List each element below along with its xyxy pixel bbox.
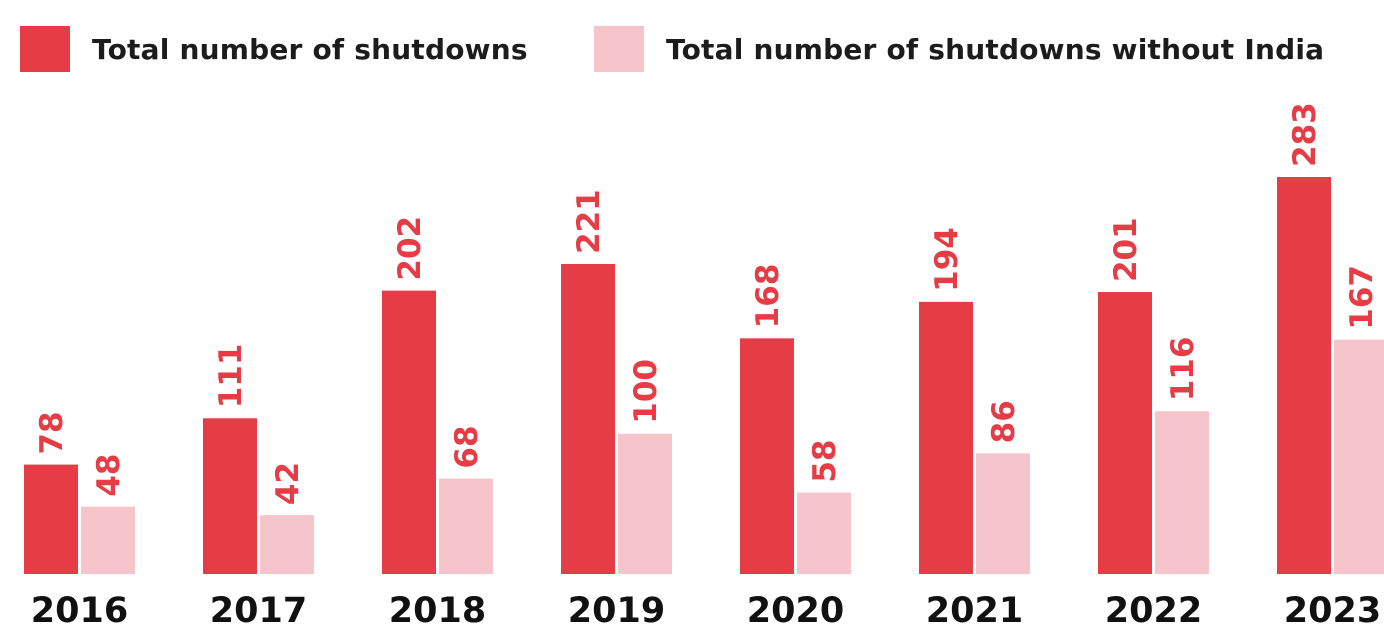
bar-2017-series-0 <box>203 418 257 574</box>
legend-label-total: Total number of shutdowns <box>92 32 528 66</box>
bar-2016-series-0 <box>24 464 78 574</box>
bar-2021-series-1 <box>976 453 1030 574</box>
legend-swatch-total <box>20 26 70 72</box>
value-label-2020-series-0: 168 <box>750 264 786 329</box>
bar-2019-series-0 <box>561 263 615 574</box>
value-label-2022-series-0: 201 <box>1108 217 1144 282</box>
value-label-2022-series-1: 116 <box>1165 337 1201 402</box>
bar-2017-series-1 <box>260 515 314 574</box>
value-labels-layer: 78 48 111 42 202 68 221 100 168 58 194 86 201 116 283 1… <box>34 102 1380 505</box>
value-label-2020-series-1: 58 <box>807 439 843 482</box>
x-tick-label-2019: 2019 <box>568 591 665 629</box>
x-tick-label-2018: 2018 <box>389 591 486 629</box>
x-tick-label-2020: 2020 <box>747 591 844 629</box>
value-label-2016-series-0: 78 <box>34 411 70 454</box>
value-label-2021-series-0: 194 <box>929 227 965 292</box>
value-label-2021-series-1: 86 <box>986 400 1022 443</box>
x-tick-labels-layer: 2016 2017 2018 2019 2020 2021 2022 2023 <box>31 591 1381 629</box>
legend-label-without-india: Total number of shutdowns without India <box>666 32 1325 66</box>
bar-2021-series-0 <box>919 301 973 574</box>
bar-2018-series-0 <box>382 290 436 574</box>
x-tick-label-2021: 2021 <box>926 591 1023 629</box>
x-tick-label-2017: 2017 <box>210 591 307 629</box>
bar-2018-series-1 <box>439 478 493 574</box>
bar-2023-series-1 <box>1334 339 1384 574</box>
bar-2020-series-1 <box>797 492 851 574</box>
chart-legend: Total number of shutdowns Total number o… <box>0 0 1384 90</box>
bar-2016-series-1 <box>81 506 135 574</box>
x-tick-label-2016: 2016 <box>31 591 128 629</box>
value-label-2016-series-1: 48 <box>91 454 127 497</box>
value-label-2017-series-1: 42 <box>270 462 306 505</box>
value-label-2019-series-1: 100 <box>628 359 664 424</box>
legend-item-without-india: Total number of shutdowns without India <box>594 24 1324 74</box>
value-label-2023-series-0: 283 <box>1287 102 1323 167</box>
value-label-2018-series-0: 202 <box>392 216 428 281</box>
legend-item-total: Total number of shutdowns <box>20 24 528 74</box>
value-label-2019-series-0: 221 <box>571 189 607 254</box>
bar-2019-series-1 <box>618 433 672 574</box>
x-tick-label-2023: 2023 <box>1284 591 1381 629</box>
bar-2022-series-0 <box>1098 292 1152 574</box>
bars-layer <box>24 177 1384 574</box>
value-label-2018-series-1: 68 <box>449 425 485 468</box>
bar-2022-series-1 <box>1155 411 1209 574</box>
bar-2020-series-0 <box>740 338 794 574</box>
legend-swatch-without-india <box>594 26 644 72</box>
bar-2023-series-0 <box>1277 177 1331 574</box>
value-label-2017-series-0: 111 <box>213 344 249 409</box>
x-tick-label-2022: 2022 <box>1105 591 1202 629</box>
value-label-2023-series-1: 167 <box>1344 265 1380 330</box>
